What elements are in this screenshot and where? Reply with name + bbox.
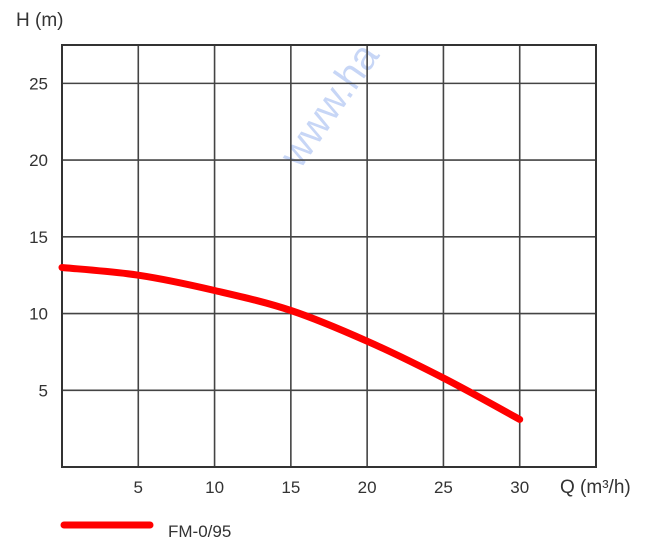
y-tick-label: 10 [29, 305, 48, 324]
y-tick-label: 5 [39, 381, 48, 400]
plot-border [61, 44, 597, 468]
x-tick-label: 10 [205, 478, 224, 497]
y-tick-label: 25 [29, 74, 48, 93]
series [58, 264, 524, 423]
watermark-text: www.ha [271, 35, 388, 176]
x-tick-label: 20 [358, 478, 377, 497]
legend: FM-0/95 [60, 521, 231, 541]
x-tick-label: 15 [281, 478, 300, 497]
x-tick-label: 5 [134, 478, 143, 497]
x-tick-label: 30 [510, 478, 529, 497]
plot-frame [61, 44, 597, 468]
watermark: www.ha [271, 35, 388, 176]
x-tick-labels: 5 10 15 20 25 30 [134, 478, 530, 497]
y-tick-labels: 5 10 15 20 25 [29, 74, 48, 400]
y-tick-label: 15 [29, 228, 48, 247]
legend-label: FM-0/95 [168, 522, 231, 541]
y-tick-label: 20 [29, 151, 48, 170]
series-line-fm-0-95 [58, 264, 524, 423]
y-axis-title: H (m) [16, 10, 63, 31]
grid [61, 44, 597, 468]
x-axis-title: Q (m³/h) [560, 477, 631, 498]
x-tick-label: 25 [434, 478, 453, 497]
